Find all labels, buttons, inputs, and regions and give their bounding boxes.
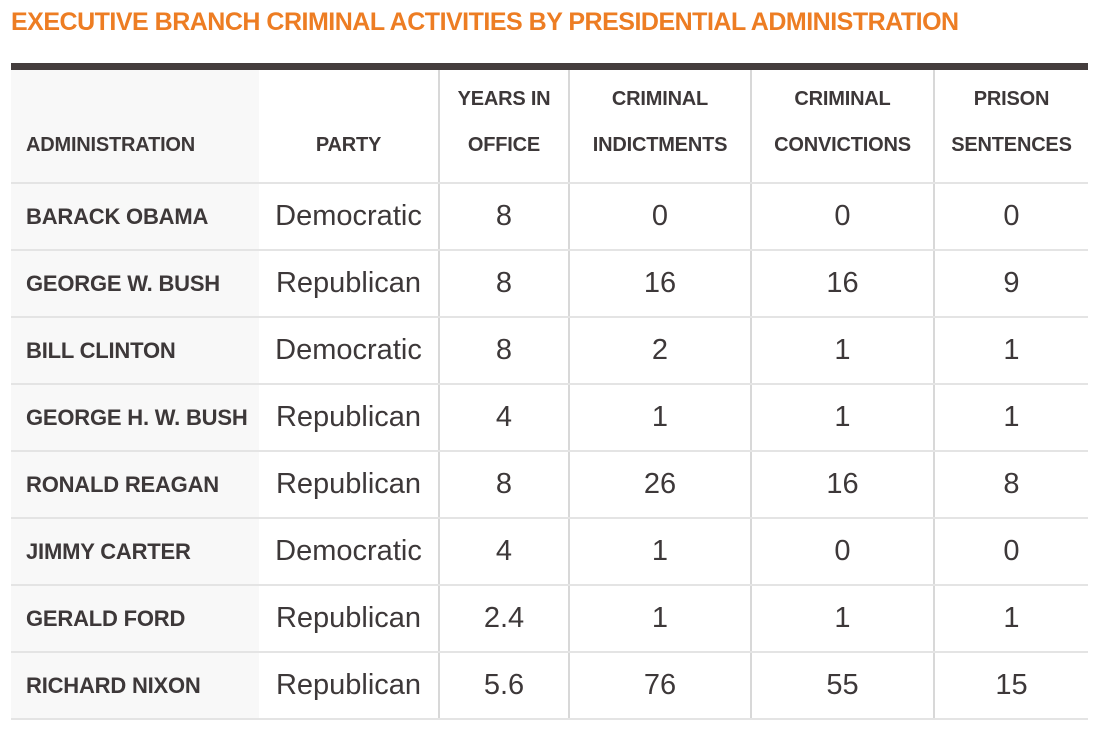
cell-criminal-convictions: 1 [750,317,934,385]
cell-party: Democratic [259,183,439,251]
cell-criminal-indictments: 16 [568,250,751,318]
cell-administration: GEORGE H. W. BUSH [11,384,259,452]
cell-prison-sentences: 0 [933,183,1088,251]
cell-criminal-convictions: 0 [750,183,934,251]
cell-years-in-office: 4 [438,384,569,452]
cell-prison-sentences: 15 [933,652,1088,720]
cell-criminal-indictments: 76 [568,652,751,720]
cell-party: Democratic [259,317,439,385]
cell-criminal-indictments: 1 [568,518,751,586]
cell-years-in-office: 8 [438,451,569,519]
cell-criminal-indictments: 0 [568,183,751,251]
col-header-administration: ADMINISTRATION [11,66,259,184]
cell-prison-sentences: 1 [933,317,1088,385]
col-header-party: PARTY [259,66,439,184]
cell-criminal-convictions: 1 [750,384,934,452]
cell-criminal-indictments: 1 [568,384,751,452]
table-row-gw-bush: GEORGE W. BUSH Republican 8 16 16 9 [11,250,1088,318]
cell-party: Republican [259,384,439,452]
cell-criminal-indictments: 2 [568,317,751,385]
cell-party: Republican [259,652,439,720]
cell-years-in-office: 8 [438,317,569,385]
cell-years-in-office: 2.4 [438,585,569,653]
col-header-criminal-convictions: CRIMINAL CONVICTIONS [750,66,934,184]
cell-criminal-indictments: 1 [568,585,751,653]
col-header-prison-sentences: PRISON SENTENCES [933,66,1088,184]
cell-prison-sentences: 0 [933,518,1088,586]
cell-criminal-convictions: 16 [750,451,934,519]
cell-administration: RONALD REAGAN [11,451,259,519]
cell-party: Republican [259,250,439,318]
cell-years-in-office: 5.6 [438,652,569,720]
page-title: EXECUTIVE BRANCH CRIMINAL ACTIVITIES BY … [11,8,959,36]
cell-prison-sentences: 8 [933,451,1088,519]
table-row-clinton: BILL CLINTON Democratic 8 2 1 1 [11,317,1088,385]
cell-criminal-convictions: 1 [750,585,934,653]
table-row-ford: GERALD FORD Republican 2.4 1 1 1 [11,585,1088,653]
table-row-reagan: RONALD REAGAN Republican 8 26 16 8 [11,451,1088,519]
cell-criminal-convictions: 16 [750,250,934,318]
cell-criminal-indictments: 26 [568,451,751,519]
cell-prison-sentences: 1 [933,585,1088,653]
header-row: ADMINISTRATION PARTY YEARS IN OFFICE CRI… [11,66,1088,184]
cell-years-in-office: 4 [438,518,569,586]
cell-prison-sentences: 9 [933,250,1088,318]
cell-administration: GERALD FORD [11,585,259,653]
table-row-nixon: RICHARD NIXON Republican 5.6 76 55 15 [11,652,1088,720]
cell-criminal-convictions: 0 [750,518,934,586]
cell-administration: RICHARD NIXON [11,652,259,720]
cell-years-in-office: 8 [438,250,569,318]
cell-administration: BARACK OBAMA [11,183,259,251]
table-row-ghw-bush: GEORGE H. W. BUSH Republican 4 1 1 1 [11,384,1088,452]
cell-years-in-office: 8 [438,183,569,251]
cell-administration: BILL CLINTON [11,317,259,385]
col-header-criminal-indictments: CRIMINAL INDICTMENTS [568,66,751,184]
cell-party: Republican [259,585,439,653]
cell-criminal-convictions: 55 [750,652,934,720]
table-row-obama: BARACK OBAMA Democratic 8 0 0 0 [11,183,1088,251]
cell-administration: JIMMY CARTER [11,518,259,586]
cell-prison-sentences: 1 [933,384,1088,452]
table-row-carter: JIMMY CARTER Democratic 4 1 0 0 [11,518,1088,586]
col-header-years-in-office: YEARS IN OFFICE [438,66,569,184]
cell-administration: GEORGE W. BUSH [11,250,259,318]
cell-party: Republican [259,451,439,519]
cell-party: Democratic [259,518,439,586]
data-table: ADMINISTRATION PARTY YEARS IN OFFICE CRI… [11,63,1088,720]
